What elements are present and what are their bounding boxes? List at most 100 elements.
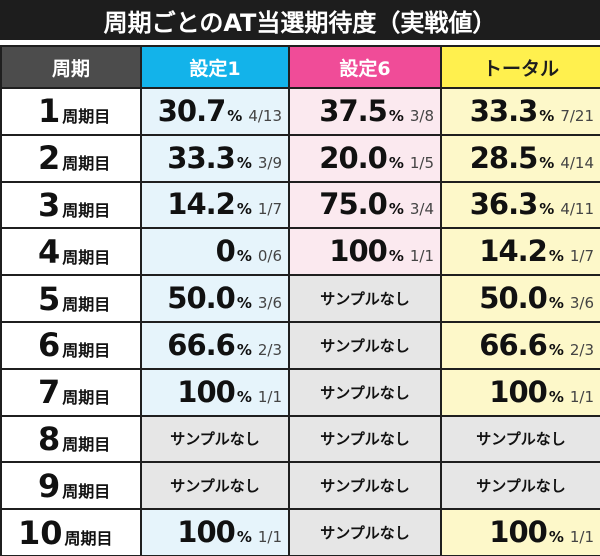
percent-symbol: % <box>548 387 564 406</box>
percent-value: 14.2 <box>479 234 548 269</box>
fraction-value: 1/1 <box>569 387 594 406</box>
no-sample-text: サンプルなし <box>476 477 566 496</box>
cycle-number: 7 <box>38 373 61 412</box>
table-row: 10 周期目 100% 1/1 サンプルなし 100% 1/1 <box>0 508 600 556</box>
percent-symbol: % <box>388 200 404 219</box>
table-row: 2 周期目 33.3% 3/9 20.0% 1/5 28.5% 4/14 <box>0 133 600 183</box>
fraction-value: 3/9 <box>257 153 282 172</box>
cycle-suffix: 周期目 <box>62 481 111 501</box>
cycle-label: 2 周期目 <box>0 133 142 183</box>
percent-value: 0 <box>215 234 236 269</box>
cycle-label: 8 周期目 <box>0 414 142 464</box>
percent-symbol: % <box>236 294 252 313</box>
table-row: 5 周期目 50.0% 3/6 サンプルなし 50.0% 3/6 <box>0 274 600 323</box>
fraction-value: 1/1 <box>257 387 282 406</box>
cycle-label: 9 周期目 <box>0 461 142 511</box>
cycle-suffix: 周期目 <box>62 107 111 127</box>
percent-symbol: % <box>388 153 404 172</box>
cycle-number: 4 <box>38 232 61 271</box>
header-row: 周期 設定1 設定6 トータル <box>0 45 600 89</box>
table-row: 8 周期目 サンプルなし サンプルなし サンプルなし <box>0 414 600 464</box>
setting6-no-sample-cell: サンプルなし <box>288 414 442 464</box>
cycle-label: 5 周期目 <box>0 274 142 323</box>
fraction-value: 0/6 <box>257 247 282 266</box>
total-cell: 33.3% 7/21 <box>440 87 600 136</box>
no-sample-text: サンプルなし <box>170 430 260 449</box>
setting1-cell: 14.2% 1/7 <box>140 180 290 230</box>
cycle-number: 5 <box>38 279 61 318</box>
percent-value: 50.0 <box>167 281 236 316</box>
setting1-cell: 50.0% 3/6 <box>140 274 290 323</box>
setting6-cell: 75.0% 3/4 <box>288 180 442 230</box>
percent-value: 100 <box>489 374 548 409</box>
no-sample-text: サンプルなし <box>170 477 260 496</box>
total-cell: 100% 1/1 <box>440 508 600 556</box>
percent-symbol: % <box>548 340 564 359</box>
setting6-no-sample-cell: サンプルなし <box>288 274 442 323</box>
cycle-label: 1 周期目 <box>0 87 142 136</box>
percent-symbol: % <box>388 247 404 266</box>
percent-symbol: % <box>548 294 564 313</box>
percent-symbol: % <box>236 200 252 219</box>
fraction-value: 3/8 <box>409 106 434 125</box>
fraction-value: 2/3 <box>569 340 594 359</box>
setting6-no-sample-cell: サンプルなし <box>288 320 442 370</box>
total-cell: 100% 1/1 <box>440 367 600 417</box>
cycle-suffix: 周期目 <box>62 247 111 267</box>
table-row: 9 周期目 サンプルなし サンプルなし サンプルなし <box>0 461 600 511</box>
header-setting6: 設定6 <box>288 45 442 89</box>
fraction-value: 1/1 <box>569 528 594 547</box>
fraction-value: 4/11 <box>560 200 594 219</box>
percent-value: 36.3 <box>469 187 539 222</box>
total-cell: 14.2% 1/7 <box>440 227 600 277</box>
cycle-label: 6 周期目 <box>0 320 142 370</box>
percent-symbol: % <box>539 153 555 172</box>
cycle-suffix: 周期目 <box>62 200 111 220</box>
cycle-number: 6 <box>38 326 61 365</box>
percent-symbol: % <box>227 106 243 125</box>
no-sample-text: サンプルなし <box>320 290 410 309</box>
cycle-suffix: 周期目 <box>62 388 111 408</box>
cycle-label: 3 周期目 <box>0 180 142 230</box>
cycle-number: 3 <box>38 185 61 224</box>
table-row: 4 周期目 0% 0/6 100% 1/1 14.2% 1/7 <box>0 227 600 277</box>
fraction-value: 3/6 <box>257 294 282 313</box>
fraction-value: 1/5 <box>409 153 434 172</box>
no-sample-text: サンプルなし <box>320 524 410 543</box>
setting6-cell: 20.0% 1/5 <box>288 133 442 183</box>
cycle-number: 9 <box>38 466 61 505</box>
percent-value: 33.3 <box>469 93 539 128</box>
cycle-number: 1 <box>38 92 61 131</box>
setting1-cell: 100% 1/1 <box>140 508 290 556</box>
total-no-sample-cell: サンプルなし <box>440 414 600 464</box>
fraction-value: 2/3 <box>257 340 282 359</box>
cycle-label: 7 周期目 <box>0 367 142 417</box>
table-row: 3 周期目 14.2% 1/7 75.0% 3/4 36.3% 4/11 <box>0 180 600 230</box>
percent-symbol: % <box>236 528 252 547</box>
percent-symbol: % <box>548 247 564 266</box>
percent-value: 50.0 <box>479 281 548 316</box>
total-no-sample-cell: サンプルなし <box>440 461 600 511</box>
setting6-cell: 37.5% 3/8 <box>288 87 442 136</box>
at-probability-table: 周期 設定1 設定6 トータル 1 周期目 30.7% 4/13 37.5% 3/8 33.… <box>0 45 600 556</box>
fraction-value: 3/4 <box>409 200 434 219</box>
no-sample-text: サンプルなし <box>476 430 566 449</box>
fraction-value: 4/14 <box>560 153 594 172</box>
percent-value: 14.2 <box>167 187 236 222</box>
percent-value: 33.3 <box>167 140 236 175</box>
percent-value: 28.5 <box>469 140 539 175</box>
header-total: トータル <box>440 45 600 89</box>
setting1-cell: 100% 1/1 <box>140 367 290 417</box>
setting6-no-sample-cell: サンプルなし <box>288 508 442 556</box>
fraction-value: 3/6 <box>569 294 594 313</box>
fraction-value: 4/13 <box>248 106 282 125</box>
no-sample-text: サンプルなし <box>320 477 410 496</box>
no-sample-text: サンプルなし <box>320 336 410 355</box>
percent-value: 37.5 <box>319 93 388 128</box>
percent-value: 100 <box>489 515 548 550</box>
table-row: 6 周期目 66.6% 2/3 サンプルなし 66.6% 2/3 <box>0 320 600 370</box>
percent-symbol: % <box>236 340 252 359</box>
total-cell: 28.5% 4/14 <box>440 133 600 183</box>
percent-value: 100 <box>177 374 236 409</box>
no-sample-text: サンプルなし <box>320 383 410 402</box>
